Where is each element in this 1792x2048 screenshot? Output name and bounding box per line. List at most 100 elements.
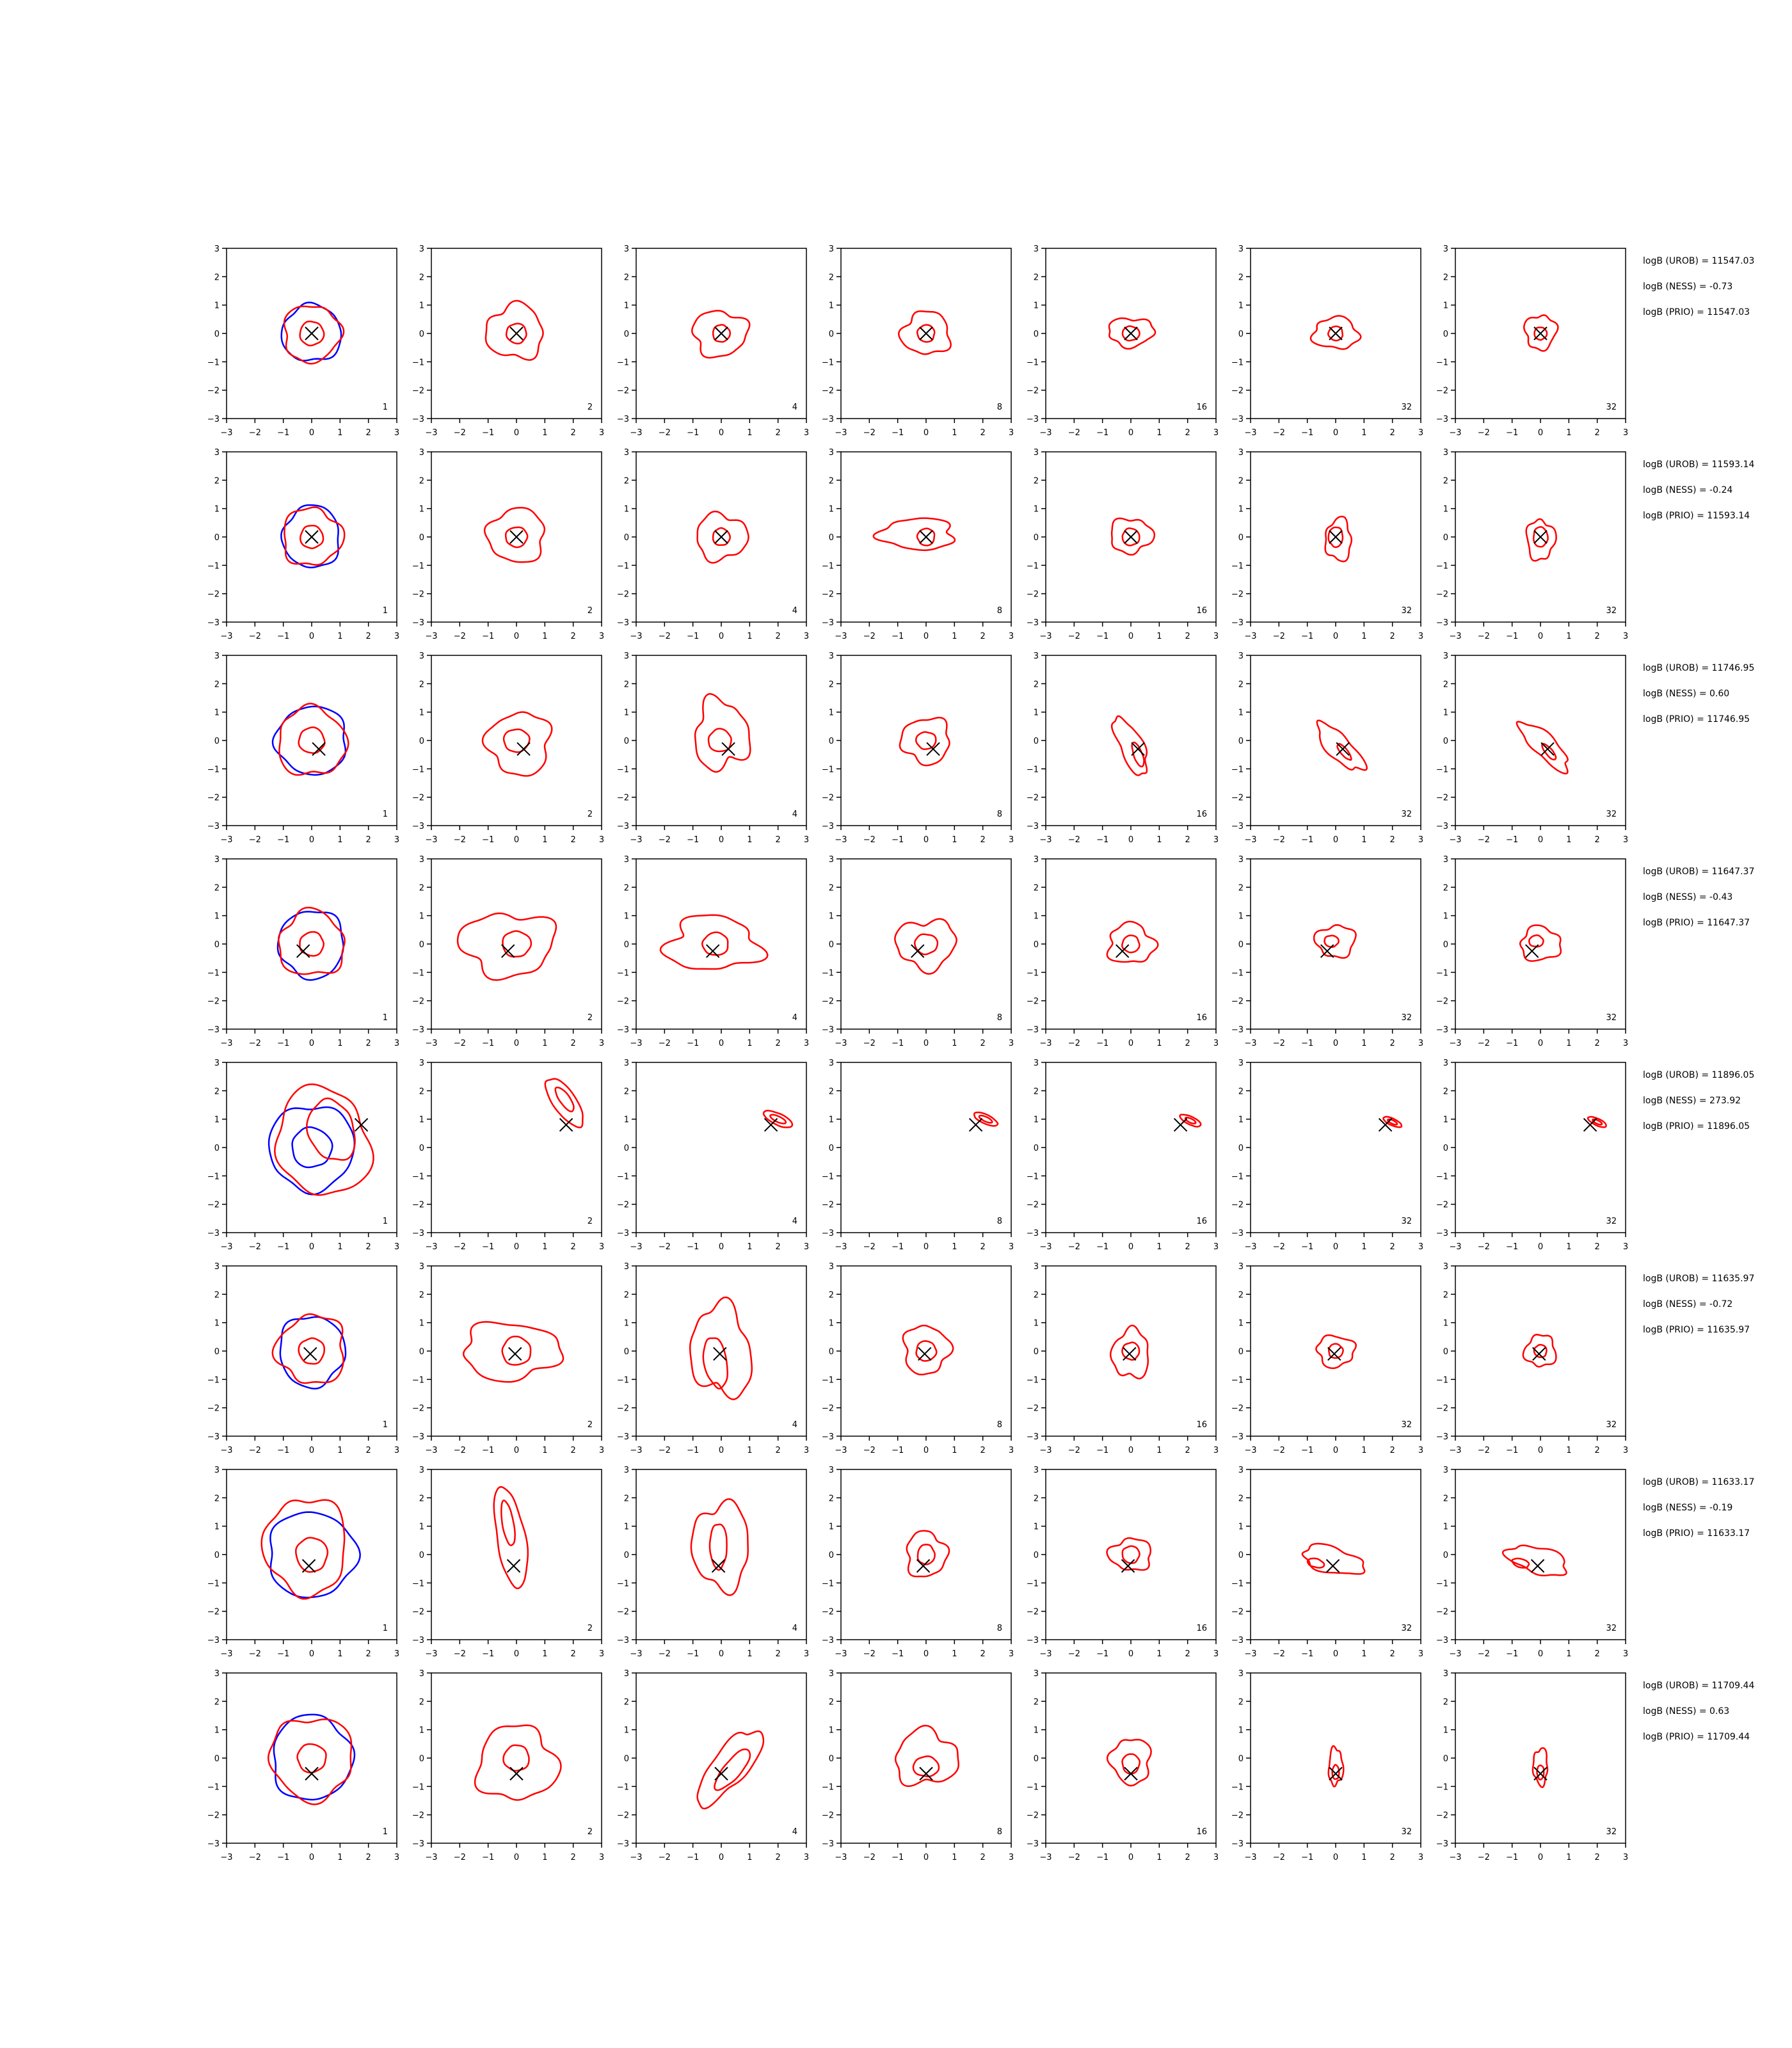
x-tick-label: 0 — [309, 1039, 314, 1048]
x-tick-label: 3 — [394, 1039, 399, 1048]
x-tick-label: 0 — [514, 632, 519, 641]
axes-frame — [226, 655, 397, 826]
posterior-contour-outer — [902, 1324, 954, 1376]
y-tick-label: 2 — [1238, 1290, 1244, 1300]
x-tick-label: 1 — [542, 1649, 547, 1659]
axes-frame — [840, 1469, 1012, 1640]
y-tick-label: 2 — [829, 680, 834, 689]
posterior-contour-outer — [267, 1718, 353, 1805]
contour-panel: −3 −2 −1 0 1 2 3 3 2 1 0 −1 −2 −3 8 — [822, 244, 1014, 438]
row-stat-label: logB (UROB) = 11593.14 — [1643, 460, 1754, 470]
y-tick-label: −1 — [412, 1579, 424, 1588]
axes-frame — [1045, 858, 1217, 1030]
y-tick-label: −2 — [617, 590, 629, 600]
posterior-contour-inner — [712, 527, 731, 546]
y-tick-label: 3 — [1238, 652, 1244, 661]
true-value-marker — [1533, 326, 1548, 340]
x-tick-label: 1 — [952, 428, 957, 438]
y-tick-label: −3 — [822, 415, 834, 424]
x-tick-label: 0 — [924, 632, 929, 641]
true-value-marker — [916, 1559, 931, 1573]
panel-column-label: 8 — [997, 1624, 1002, 1633]
y-tick-label: 3 — [419, 1669, 424, 1679]
posterior-contour-inner — [1121, 325, 1140, 342]
y-tick-label: 1 — [1443, 708, 1448, 718]
y-tick-label: 1 — [829, 1319, 834, 1329]
y-tick-label: −2 — [207, 1404, 220, 1414]
y-tick-label: −3 — [1231, 822, 1244, 831]
y-tick-label: 1 — [1034, 1319, 1039, 1329]
axes-frame — [1045, 1265, 1217, 1437]
y-tick-label: −3 — [1231, 415, 1244, 424]
true-value-marker — [910, 944, 925, 958]
y-tick-label: 0 — [1034, 737, 1039, 746]
axes-frame — [431, 248, 602, 419]
x-tick-label: 0 — [1333, 1242, 1338, 1252]
posterior-contour-outer — [284, 506, 346, 566]
y-tick-label: 2 — [624, 1697, 629, 1707]
x-tick-label: −1 — [892, 428, 904, 438]
y-tick-label: −3 — [1436, 1229, 1448, 1238]
x-tick-label: 1 — [1566, 1039, 1571, 1048]
posterior-contour-inner — [299, 931, 324, 957]
y-tick-label: −2 — [207, 997, 220, 1007]
y-tick-label: 2 — [829, 476, 834, 486]
panel-column-label: 1 — [383, 810, 388, 819]
axes-frame — [226, 1265, 397, 1437]
x-tick-label: 2 — [1595, 1853, 1600, 1862]
y-tick-label: −2 — [1231, 1404, 1244, 1414]
y-tick-label: 3 — [1443, 855, 1448, 865]
row-stat-label: logB (NESS) = 0.63 — [1643, 1706, 1729, 1716]
prior-contour-outer — [269, 1511, 361, 1599]
panel-column-label: 1 — [383, 1624, 388, 1633]
y-tick-label: −3 — [412, 1636, 424, 1645]
x-tick-label: −1 — [482, 1242, 494, 1252]
x-tick-label: 0 — [924, 1039, 929, 1048]
y-tick-label: 1 — [419, 301, 424, 311]
y-tick-label: −2 — [207, 1201, 220, 1210]
x-tick-label: 2 — [776, 1242, 781, 1252]
x-tick-label: 2 — [980, 835, 986, 845]
x-tick-label: −3 — [1039, 1446, 1052, 1455]
x-tick-label: 1 — [1361, 632, 1366, 641]
x-tick-label: 3 — [1418, 1039, 1423, 1048]
x-tick-label: 2 — [1390, 1649, 1395, 1659]
x-tick-label: 0 — [309, 1649, 314, 1659]
y-tick-label: −2 — [412, 794, 424, 803]
posterior-contour-outer — [973, 1111, 999, 1127]
panel-column-label: 16 — [1196, 606, 1207, 616]
y-tick-label: 2 — [1034, 680, 1039, 689]
y-tick-label: 0 — [624, 940, 629, 950]
x-tick-label: −2 — [249, 1242, 261, 1252]
panel-column-label: 4 — [792, 403, 797, 412]
y-tick-label: 1 — [419, 1726, 424, 1736]
posterior-contour-outer — [1532, 1747, 1549, 1788]
axes-frame — [1045, 1672, 1217, 1844]
panel-column-label: 1 — [383, 1827, 388, 1837]
x-tick-label: 3 — [1418, 1649, 1423, 1659]
true-value-marker — [1124, 326, 1138, 340]
x-tick-label: 3 — [599, 428, 604, 438]
y-tick-label: −3 — [1027, 415, 1039, 424]
true-value-marker — [705, 944, 720, 958]
axes-frame — [431, 1265, 602, 1437]
x-tick-label: 0 — [1538, 1242, 1543, 1252]
y-tick-label: 0 — [1443, 940, 1448, 950]
y-tick-label: −3 — [1231, 1025, 1244, 1035]
contour-panel: −3 −2 −1 0 1 2 3 3 2 1 0 −1 −2 −3 1 — [207, 1262, 399, 1455]
true-value-marker — [918, 1347, 932, 1361]
posterior-contour-outer — [899, 717, 950, 767]
x-tick-label: 0 — [309, 632, 314, 641]
true-value-marker — [508, 1347, 522, 1361]
y-tick-label: 2 — [1443, 883, 1448, 893]
x-tick-label: −2 — [249, 632, 261, 641]
x-tick-label: −3 — [1039, 835, 1052, 845]
y-tick-label: −3 — [617, 1636, 629, 1645]
posterior-contour-outer — [690, 1498, 749, 1596]
y-tick-label: 0 — [214, 1347, 220, 1357]
x-tick-label: 3 — [1623, 1853, 1628, 1862]
y-tick-label: −3 — [412, 1432, 424, 1442]
true-value-marker — [354, 1117, 369, 1132]
panel-column-label: 2 — [588, 1827, 593, 1837]
